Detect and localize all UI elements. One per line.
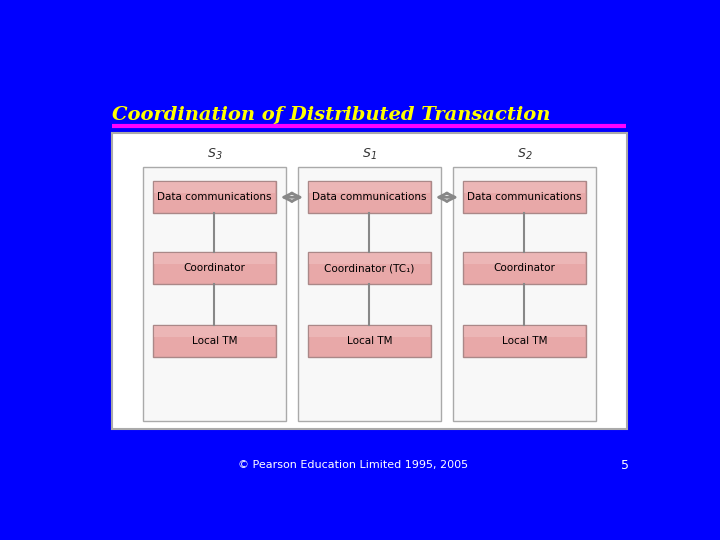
- Text: 5: 5: [621, 458, 629, 472]
- Text: S: S: [518, 147, 526, 160]
- FancyBboxPatch shape: [463, 181, 585, 213]
- FancyBboxPatch shape: [308, 325, 431, 357]
- Text: Local TM: Local TM: [192, 336, 237, 346]
- Text: Coordinator: Coordinator: [184, 263, 246, 273]
- Bar: [309, 182, 430, 193]
- FancyBboxPatch shape: [463, 252, 585, 284]
- Text: Local TM: Local TM: [346, 336, 392, 346]
- Text: Coordinator: Coordinator: [493, 263, 555, 273]
- Text: 3: 3: [216, 151, 222, 161]
- Text: 2: 2: [526, 151, 532, 161]
- Text: Data communications: Data communications: [467, 192, 582, 202]
- Text: © Pearson Education Limited 1995, 2005: © Pearson Education Limited 1995, 2005: [238, 460, 469, 470]
- Bar: [112, 132, 627, 429]
- Bar: [464, 253, 585, 264]
- Bar: [309, 326, 430, 337]
- FancyBboxPatch shape: [153, 325, 276, 357]
- FancyBboxPatch shape: [463, 325, 585, 357]
- Bar: [154, 326, 275, 337]
- Text: Data communications: Data communications: [157, 192, 271, 202]
- FancyBboxPatch shape: [153, 252, 276, 284]
- Bar: [309, 253, 430, 264]
- Bar: [154, 182, 275, 193]
- Text: Local TM: Local TM: [502, 336, 547, 346]
- Text: S: S: [208, 147, 216, 160]
- Bar: [464, 326, 585, 337]
- FancyBboxPatch shape: [308, 252, 431, 284]
- Bar: [154, 253, 275, 264]
- Text: 1: 1: [371, 151, 377, 161]
- Text: Data communications: Data communications: [312, 192, 427, 202]
- Bar: [464, 182, 585, 193]
- FancyBboxPatch shape: [308, 181, 431, 213]
- Text: Coordinator (TC₁): Coordinator (TC₁): [324, 263, 415, 273]
- FancyBboxPatch shape: [153, 181, 276, 213]
- Text: Coordination of Distributed Transaction: Coordination of Distributed Transaction: [112, 106, 550, 124]
- Bar: [143, 167, 286, 421]
- Bar: [297, 167, 441, 421]
- Bar: [453, 167, 596, 421]
- Text: S: S: [363, 147, 371, 160]
